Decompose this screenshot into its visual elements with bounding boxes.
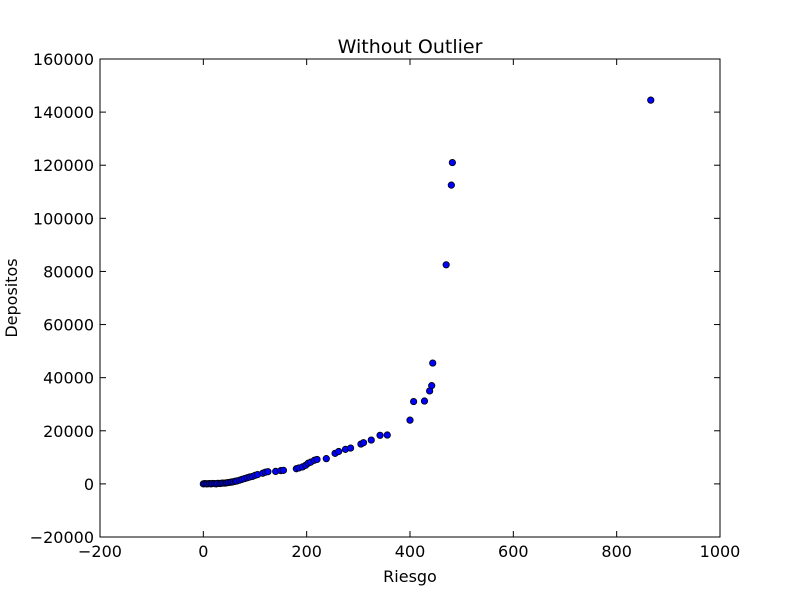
x-tick-label: 600 (498, 542, 529, 561)
y-axis-label: Depositos (2, 258, 21, 337)
x-tick-label: 1000 (700, 542, 741, 561)
y-tick-label: 0 (84, 475, 94, 494)
data-point (647, 96, 655, 104)
data-point (410, 397, 418, 406)
data-point (447, 181, 455, 189)
data-point (383, 431, 391, 439)
data-point (279, 466, 288, 474)
x-tick-label: 400 (395, 542, 426, 561)
y-tick-label: 160000 (33, 50, 94, 69)
plot-frame (99, 58, 721, 538)
x-tick-label: −200 (78, 542, 122, 561)
x-axis-label: Riesgo (383, 567, 437, 586)
y-tick-label: 120000 (33, 156, 94, 175)
data-point (346, 444, 355, 452)
data-point (264, 468, 272, 476)
data-point (448, 158, 456, 167)
y-tick-label: 140000 (33, 103, 94, 122)
data-point (428, 382, 436, 390)
y-tick-label: 60000 (43, 316, 94, 335)
data-point (359, 439, 368, 447)
data-points (199, 96, 655, 488)
y-tick-label: 20000 (43, 422, 94, 441)
data-point (442, 261, 450, 269)
x-tick-label: 200 (291, 542, 322, 561)
y-tick-label: −20000 (30, 528, 94, 547)
x-tick-label: 0 (198, 542, 208, 561)
y-tick-label: 80000 (43, 262, 94, 281)
data-point (335, 447, 343, 456)
data-point (420, 397, 429, 405)
data-point (367, 436, 375, 444)
axis-ticks: −200 0 200 400 600 800 1000 −20000 0 20000 40000 60… (30, 50, 741, 561)
data-point (376, 431, 384, 439)
data-point (313, 455, 321, 464)
data-point (429, 359, 437, 367)
chart-title: Without Outlier (338, 36, 483, 58)
data-point (406, 416, 414, 424)
x-tick-label: 800 (601, 542, 632, 561)
y-tick-label: 100000 (33, 209, 94, 228)
data-point (322, 455, 330, 463)
y-tick-label: 40000 (43, 369, 94, 388)
